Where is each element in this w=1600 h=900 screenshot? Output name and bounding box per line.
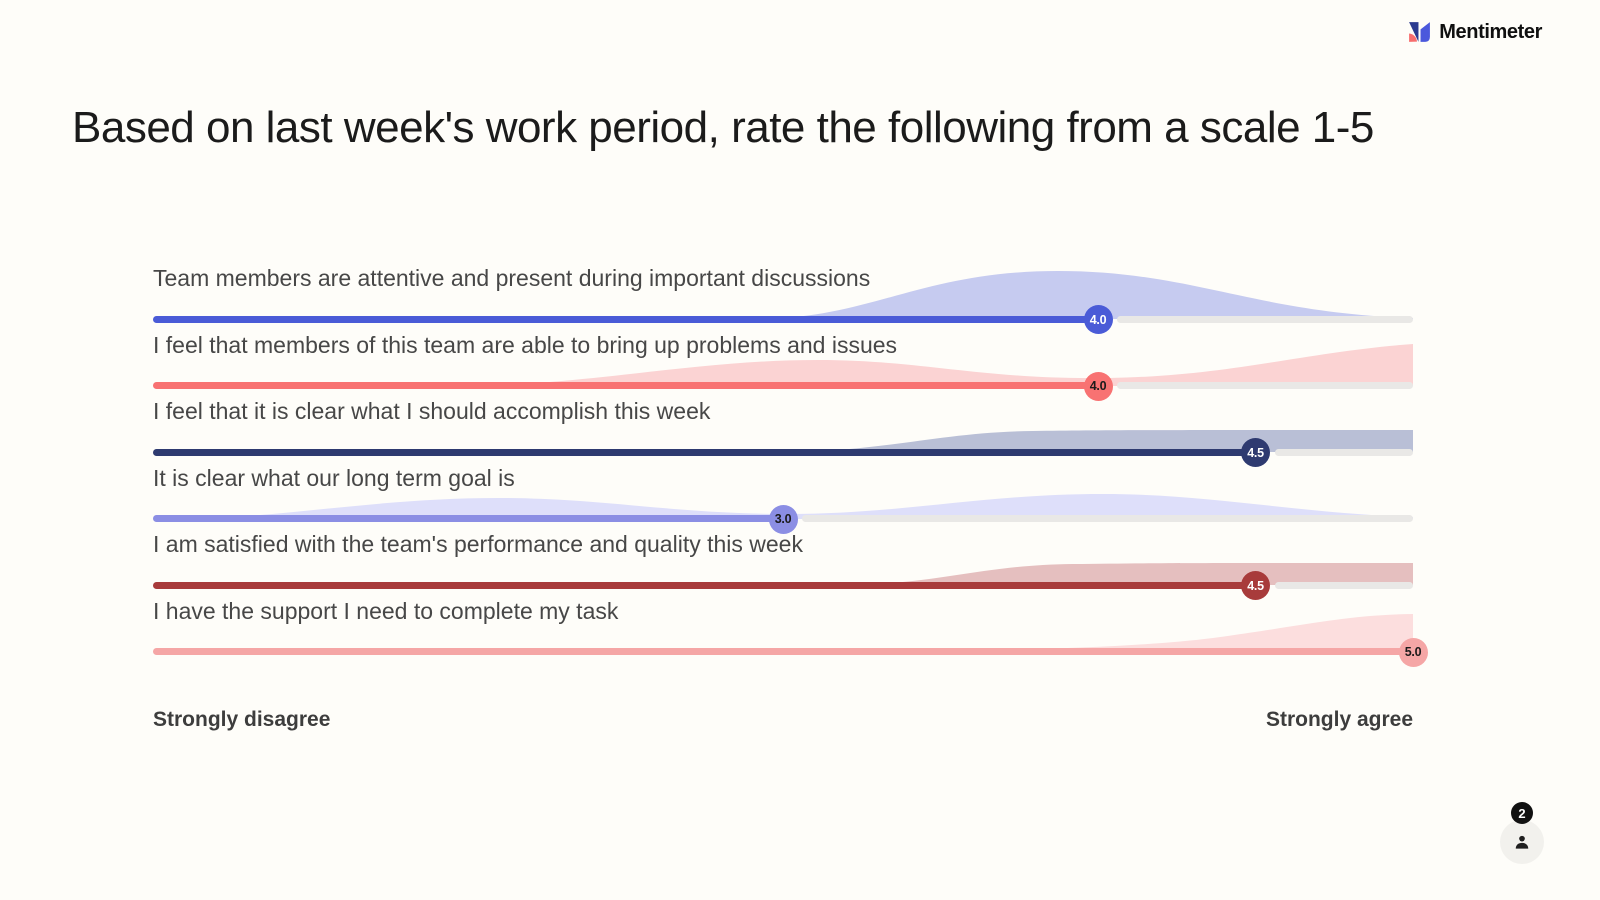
slider-track [1274, 448, 1413, 456]
scale-row: I am satisfied with the team's performan… [153, 522, 1413, 600]
distribution-curve [853, 563, 1413, 585]
statement-label: I feel that members of this team are abl… [153, 331, 898, 358]
scale-row: I feel that members of this team are abl… [153, 323, 1413, 401]
average-value-badge: 4.0 [1083, 305, 1113, 334]
statement-label: I feel that it is clear what I should ac… [153, 398, 711, 424]
slider-fill [153, 648, 1413, 655]
distribution-curve [853, 613, 1413, 652]
person-icon [1515, 835, 1529, 849]
average-value-badge: 4.5 [1241, 438, 1270, 467]
average-value-badge: 5.0 [1398, 637, 1428, 667]
mentimeter-logo: Mentimeter [1407, 20, 1542, 45]
participants-count-badge: 2 [1511, 802, 1533, 824]
participants-button[interactable] [1500, 820, 1544, 864]
statement-label: It is clear what our long term goal is [153, 464, 515, 491]
slider-fill [153, 315, 1098, 323]
legend-left-label: Strongly disagree [153, 708, 331, 731]
average-value-badge: 4.0 [1083, 371, 1113, 401]
slider-fill [153, 581, 1256, 589]
average-value-badge: 3.0 [768, 504, 798, 534]
scale-row: I feel that it is clear what I should ac… [153, 389, 1413, 467]
scales-chart: Team members are attentive and present d… [153, 256, 1428, 667]
average-value-badge: 4.5 [1241, 571, 1270, 600]
slider-track [1117, 382, 1413, 389]
scale-row: Team members are attentive and present d… [153, 256, 1413, 334]
statement-label: I am satisfied with the team's performan… [153, 531, 803, 557]
distribution-curve [763, 271, 1413, 319]
slider-fill [153, 448, 1256, 456]
participants-counter: 2 [1500, 802, 1546, 864]
slider-fill [153, 515, 783, 522]
slider-track [1274, 581, 1413, 589]
statement-label: I have the support I need to complete my… [153, 597, 619, 624]
distribution-curve [193, 493, 1413, 519]
question-title: Based on last week's work period, rate t… [72, 103, 1374, 152]
scale-row: I have the support I need to complete my… [153, 589, 1428, 667]
slider-track [802, 515, 1413, 522]
mentimeter-logo-icon [1409, 22, 1431, 42]
statement-label: Team members are attentive and present d… [153, 265, 871, 291]
scale-legend: Strongly disagree Strongly agree [153, 708, 1413, 732]
legend-right-label: Strongly agree [1265, 708, 1413, 731]
distribution-curve [473, 343, 1413, 386]
scale-row: It is clear what our long term goal is 3… [153, 456, 1413, 534]
slider-fill [153, 382, 1098, 389]
mentimeter-wordmark: Mentimeter [1439, 21, 1542, 43]
slider-track [1117, 315, 1413, 323]
